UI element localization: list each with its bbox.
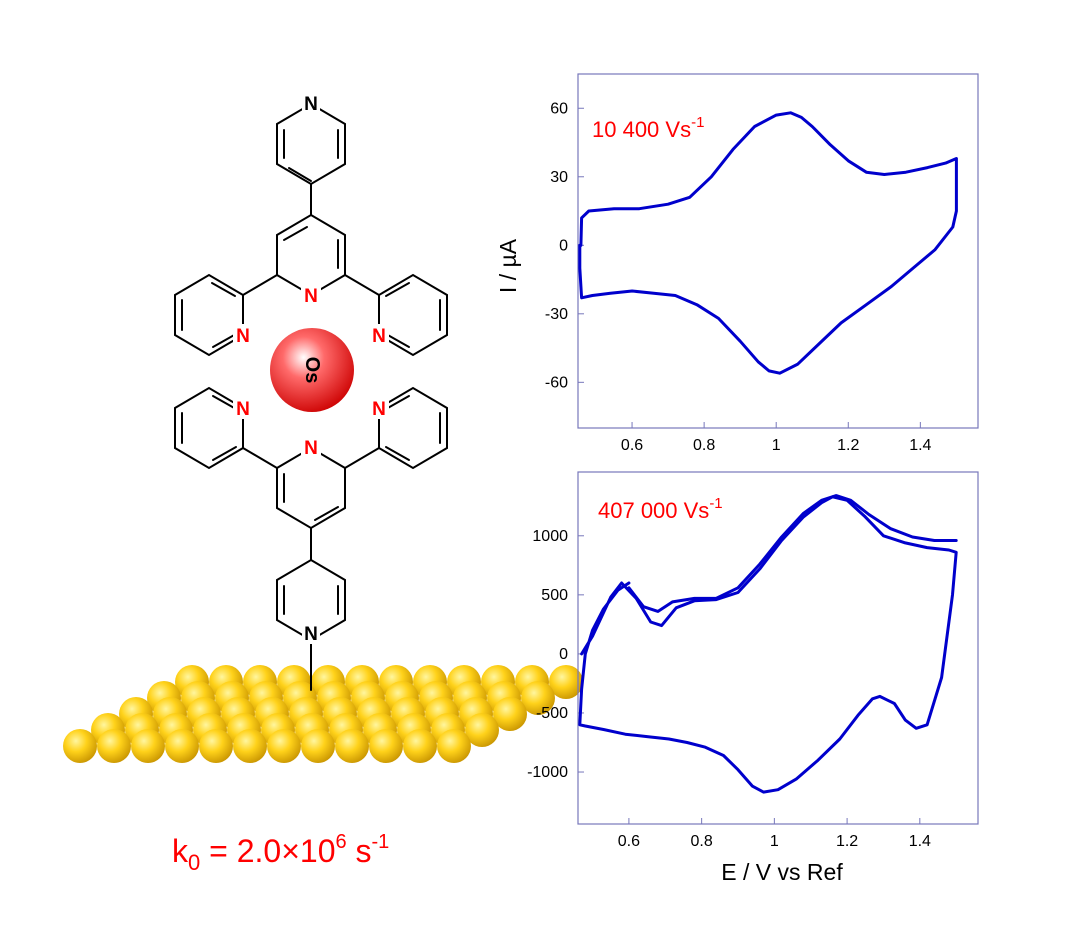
cv-trace-1 [578, 495, 958, 794]
osmium-sphere [270, 328, 354, 412]
lower-central-nitrogen: N [304, 438, 318, 459]
x-tick-label: 0.8 [693, 437, 715, 454]
y-tick-label: 60 [550, 100, 568, 117]
scan-rate-annotation: 10 400 Vs-1 [592, 114, 704, 142]
gold-atom [301, 729, 335, 763]
plot-frame [577, 73, 979, 429]
y-tick-label: 1000 [532, 528, 568, 545]
upper-right-ring [378, 273, 448, 357]
gold-atom [131, 729, 165, 763]
gold-atom [437, 729, 471, 763]
gold-atom [233, 729, 267, 763]
upper-pyridyl-nitrogen: N [304, 94, 318, 115]
gold-atom [267, 729, 301, 763]
gold-atom [549, 665, 583, 699]
gold-atom [199, 729, 233, 763]
x-tick-label: 1 [770, 833, 779, 850]
osmium-label: Os [301, 357, 323, 384]
x-axis-title: E / V vs Ref [721, 859, 843, 885]
x-tick-label: 1.4 [909, 437, 931, 454]
gold-atom [521, 681, 555, 715]
y-tick-label: 0 [559, 237, 568, 254]
molecular-structure: N N N N Os [63, 92, 583, 875]
gold-atom [335, 729, 369, 763]
y-tick-label: -30 [545, 306, 568, 323]
scan-rate-annotation: 407 000 Vs-1 [598, 495, 723, 523]
x-tick-label: 1 [772, 437, 781, 454]
lower-terpyridine: N N N N [174, 386, 448, 645]
lower-right-nitrogen: N [372, 399, 386, 420]
gold-atom [63, 729, 97, 763]
upper-central-nitrogen: N [304, 286, 318, 307]
upper-terpyridine: N N N N [174, 92, 448, 357]
upper-left-ring [174, 273, 244, 357]
rate-constant: k0 = 2.0×106 s-1 [172, 831, 389, 875]
cv-trace-1 [578, 111, 958, 375]
upper-right-nitrogen: N [372, 326, 386, 347]
gold-atom [97, 729, 131, 763]
gold-atom [369, 729, 403, 763]
x-tick-label: 1.4 [909, 833, 931, 850]
upper-left-nitrogen: N [236, 326, 250, 347]
gold-atom [165, 729, 199, 763]
x-tick-label: 0.8 [691, 833, 713, 850]
y-tick-label: -60 [545, 374, 568, 391]
lower-left-ring [174, 386, 244, 470]
y-tick-label: -500 [536, 705, 568, 722]
y-tick-label: 30 [550, 169, 568, 186]
x-tick-label: 0.6 [618, 833, 640, 850]
osmium-center: Os [270, 328, 354, 412]
y-tick-label: 500 [541, 587, 568, 604]
lower-right-ring [378, 386, 448, 470]
cv-chart-bottom: 0.6 0.8 1 1.2 1.4 1000 500 0 -500 -1000 407 000 … [527, 471, 979, 885]
gold-atom [403, 729, 437, 763]
x-tick-label: 1.2 [837, 437, 859, 454]
cv-trace-2 [627, 494, 958, 613]
lower-central-ring [276, 446, 346, 530]
gold-surface [63, 665, 583, 763]
y-axis-title: I / µA [495, 238, 521, 293]
upper-pyridyl-ring [276, 102, 346, 186]
x-tick-label: 1.2 [836, 833, 858, 850]
lower-pyridyl-nitrogen: N [304, 624, 318, 645]
gold-atom [465, 713, 499, 747]
cv-chart-top: 0.6 0.8 1 1.2 1.4 60 30 0 -30 -60 10 400 Vs-1 I … [495, 73, 979, 454]
y-tick-label: 0 [559, 646, 568, 663]
y-tick-label: -1000 [527, 764, 568, 781]
x-tick-label: 0.6 [621, 437, 643, 454]
gold-atom [493, 697, 527, 731]
plot-frame [577, 471, 979, 825]
lower-left-nitrogen: N [236, 399, 250, 420]
